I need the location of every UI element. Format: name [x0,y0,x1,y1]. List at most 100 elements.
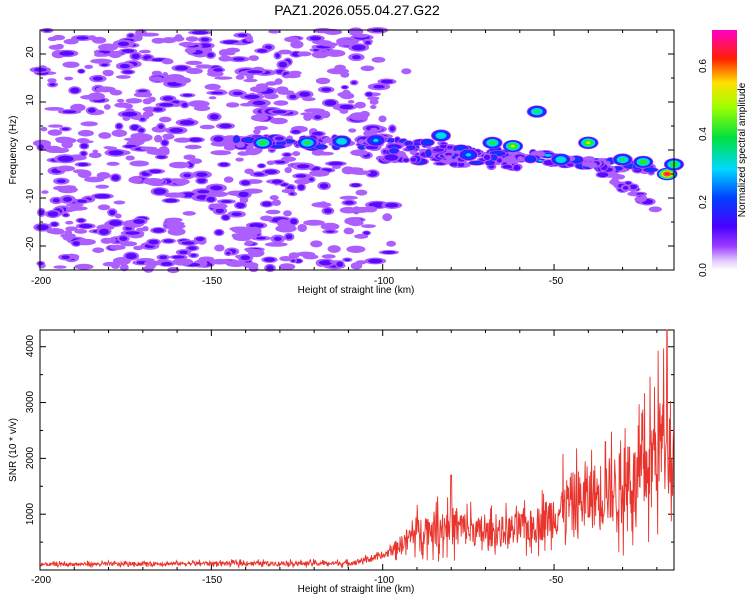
heatmap-cell [369,98,379,105]
heatmap-cell [109,245,126,250]
heatmap-cell [214,244,225,252]
heatmap-cell [272,145,283,148]
heatmap-cell [339,206,358,214]
heatmap-cell [532,151,544,155]
heatmap-cell [56,165,75,172]
heatmap-cell [223,176,234,183]
heatmap-cell [517,156,524,162]
heatmap-cell [256,236,266,240]
heatmap-cell [235,157,244,162]
heatmap-cell [245,248,257,253]
heatmap-cell [426,150,431,156]
heatmap-cell [263,257,276,262]
heatmap-cell [296,251,316,257]
heatmap-cell [244,168,254,175]
heatmap-cell [64,229,73,236]
heatmap-cell [304,108,325,113]
heatmap-cell [639,159,648,165]
heatmap-cell [61,255,71,259]
top-xtick-label: -150 [202,276,222,287]
heatmap-cell [109,220,122,226]
bottom-xaxis-label: Height of straight line (km) [298,584,415,595]
heatmap-cell [143,260,160,267]
heatmap-cell [273,236,282,241]
heatmap-cell [648,206,662,213]
top-yaxis-label: Frequency (Hz) [8,116,19,185]
top-xaxis-label: Height of straight line (km) [298,285,415,296]
snr-panel: -200 -150 -100 -50 Height of straight li… [8,329,675,595]
heatmap-cell [403,158,409,163]
heatmap-cell [197,189,210,194]
heatmap-cell [69,254,80,260]
heatmap-cell [349,112,369,121]
heatmap-cell [187,100,210,108]
heatmap-cell [262,201,272,207]
heatmap-cell [153,188,166,195]
heatmap-cell [304,140,311,145]
heatmap-cell [208,96,217,100]
heatmap-cell [141,91,153,98]
heatmap-cell [299,91,311,97]
heatmap-cell [151,70,163,76]
heatmap-cell [88,108,96,113]
heatmap-cell [206,196,215,202]
heatmap-cell [140,117,146,121]
spectrogram-heatmap [29,27,685,274]
heatmap-cell [218,55,233,62]
heatmap-cell [106,161,120,166]
heatmap-cell [167,227,186,236]
heatmap-cell [117,98,125,103]
heatmap-cell [140,146,158,151]
figure-title: PAZ1.2026.055.04.27.G22 [274,2,440,18]
heatmap-cell [567,163,574,167]
heatmap-cell [609,179,620,185]
heatmap-cell [233,57,245,61]
heatmap-cell [160,261,173,266]
heatmap-cell [351,183,361,187]
heatmap-cell [149,169,162,174]
heatmap-cell [59,51,75,56]
heatmap-cell [311,131,324,136]
heatmap-cell [363,231,370,235]
heatmap-cell [88,152,102,159]
heatmap-cell [78,224,93,229]
heatmap-cell [92,76,103,81]
bottom-ytick-label: 1000 [25,502,36,525]
heatmap-cell [62,61,80,68]
heatmap-cell [65,220,74,225]
heatmap-cell [342,85,348,89]
heatmap-cell [445,155,453,162]
heatmap-cell [63,196,72,202]
heatmap-cell [97,204,111,211]
heatmap-cell [311,202,332,208]
heatmap-cell [162,133,175,140]
top-ytick-label: -20 [25,236,36,251]
heatmap-cell [291,259,296,262]
heatmap-cell [238,191,249,198]
heatmap-cell [195,237,205,242]
heatmap-cell [220,200,232,203]
heatmap-cell [384,154,399,161]
heatmap-cell [266,265,274,271]
heatmap-cell [169,161,190,169]
heatmap-cell [55,136,73,142]
heatmap-cell [77,169,92,179]
heatmap-cell [179,260,192,266]
heatmap-cell [278,263,296,271]
heatmap-cell [336,261,344,267]
heatmap-cell [279,256,293,262]
heatmap-cell [174,77,192,84]
heatmap-cell [365,40,371,45]
heatmap-cell [380,79,393,84]
heatmap-cell [77,129,94,137]
heatmap-cell [179,120,195,126]
heatmap-cell [189,158,202,164]
heatmap-cell [257,49,268,53]
heatmap-cell [351,44,366,51]
heatmap-cell [354,101,366,109]
heatmap-cell [534,110,540,114]
heatmap-cell [164,217,183,223]
heatmap-cell [382,213,393,222]
heatmap-cell [188,246,197,251]
heatmap-cell [84,64,94,69]
